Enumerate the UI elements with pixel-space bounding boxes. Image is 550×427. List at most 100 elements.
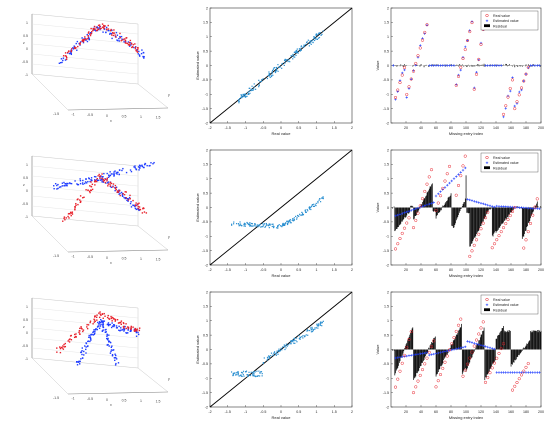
scatter-point bbox=[132, 44, 134, 46]
scatter-point bbox=[244, 96, 247, 98]
estimated-marker bbox=[538, 371, 541, 374]
residual-bar bbox=[420, 64, 422, 66]
scatter-point bbox=[322, 196, 324, 198]
x-axis-label: Missing entry index bbox=[449, 131, 483, 136]
panel-scatter-7: -2 -1.5 -1 -0.5 0 0.5 1 1.5 2-2-1.5-1-0.500.511.… bbox=[195, 290, 353, 420]
scatter-point bbox=[101, 26, 104, 28]
scatter-point bbox=[301, 213, 303, 216]
real-marker bbox=[533, 205, 537, 209]
scatter-point bbox=[93, 27, 95, 30]
real-marker bbox=[528, 221, 533, 226]
scatter-point bbox=[137, 333, 140, 336]
scatter-point bbox=[70, 48, 73, 50]
residual-bar bbox=[476, 343, 478, 350]
x-tick-label: 0 bbox=[106, 256, 108, 260]
residual-bar bbox=[512, 349, 514, 363]
y-tick-label: -0.5 bbox=[202, 78, 208, 82]
scatter-point bbox=[270, 352, 273, 354]
scatter-point bbox=[102, 317, 104, 319]
scatter-point bbox=[122, 167, 124, 170]
residual-bar bbox=[534, 206, 536, 208]
scatter-point bbox=[293, 339, 295, 341]
residual-bar bbox=[482, 64, 483, 66]
estimated-marker bbox=[419, 44, 422, 47]
estimated-marker bbox=[493, 347, 496, 351]
scatter-point bbox=[96, 314, 98, 316]
real-marker bbox=[429, 168, 434, 172]
residual-bar bbox=[467, 207, 469, 214]
estimated-marker bbox=[536, 64, 539, 67]
real-marker bbox=[416, 379, 420, 383]
scatter-point bbox=[82, 197, 84, 199]
scatter-point bbox=[67, 215, 69, 218]
estimated-marker bbox=[457, 173, 460, 176]
scatter-point bbox=[243, 95, 245, 97]
real-marker bbox=[504, 222, 508, 226]
real-marker bbox=[436, 201, 440, 205]
residual-bar bbox=[492, 207, 494, 237]
scatter-point bbox=[95, 29, 98, 32]
real-marker bbox=[447, 164, 452, 168]
scatter-point bbox=[102, 176, 104, 178]
scatter-point bbox=[85, 189, 87, 191]
z-tick-label: 1 bbox=[26, 21, 28, 25]
real-marker bbox=[492, 242, 497, 246]
scatter-point bbox=[317, 200, 319, 203]
residual-bar bbox=[506, 331, 508, 350]
legend-residual-swatch bbox=[484, 24, 490, 28]
y-tick-label: -0.5 bbox=[383, 220, 389, 224]
scatter-point bbox=[141, 49, 143, 51]
residual-bar bbox=[425, 196, 426, 208]
scatter-point bbox=[308, 207, 310, 209]
y-tick-label: 1.5 bbox=[203, 163, 208, 167]
scatter-point bbox=[271, 225, 273, 228]
estimated-marker bbox=[421, 352, 424, 355]
scatter-point bbox=[285, 345, 287, 347]
estimated-marker bbox=[428, 353, 431, 357]
scatter-point bbox=[270, 75, 273, 78]
real-marker bbox=[470, 21, 474, 25]
real-marker bbox=[477, 57, 481, 61]
residual-bar bbox=[445, 202, 447, 208]
scatter-point bbox=[311, 328, 313, 330]
residual-bar bbox=[407, 338, 409, 350]
real-marker bbox=[463, 47, 467, 52]
residual-bar bbox=[531, 330, 533, 350]
scatter-point bbox=[310, 40, 312, 42]
scatter-point bbox=[116, 191, 118, 193]
scatter-point bbox=[317, 202, 319, 204]
residual-bar bbox=[430, 64, 432, 66]
scatter-point bbox=[119, 194, 121, 197]
residual-bar bbox=[522, 207, 524, 237]
scatter-point bbox=[79, 201, 82, 204]
scatter-point bbox=[281, 349, 283, 351]
residual-bar bbox=[523, 207, 525, 237]
scatter-point bbox=[107, 181, 110, 183]
scatter-point bbox=[261, 373, 263, 375]
scatter-point bbox=[313, 203, 315, 205]
scatter-point bbox=[283, 64, 285, 67]
y-tick-label: 1 bbox=[387, 35, 389, 39]
scatter-point bbox=[109, 323, 111, 326]
residual-bar bbox=[537, 64, 539, 66]
residual-bar bbox=[488, 349, 489, 373]
estimated-marker bbox=[515, 371, 519, 374]
residual-bar bbox=[395, 207, 396, 231]
residual-bar bbox=[540, 206, 542, 208]
y-tick-label: -1.5 bbox=[383, 249, 389, 253]
scatter-point bbox=[100, 323, 102, 326]
estimated-marker bbox=[475, 200, 478, 204]
scatter-point bbox=[75, 336, 77, 338]
scatter-point bbox=[71, 212, 73, 214]
z-tick-label: 0.5 bbox=[23, 176, 28, 180]
scatter-point bbox=[79, 199, 81, 201]
scatter-point bbox=[98, 179, 100, 181]
real-marker bbox=[407, 85, 411, 89]
scatter-point bbox=[110, 28, 112, 31]
scatter-point bbox=[65, 58, 68, 61]
scatter-point bbox=[101, 173, 103, 175]
scatter-point bbox=[125, 327, 127, 330]
scatter-point bbox=[124, 42, 127, 44]
scatter-point bbox=[132, 204, 135, 207]
residual-bar bbox=[506, 332, 507, 350]
